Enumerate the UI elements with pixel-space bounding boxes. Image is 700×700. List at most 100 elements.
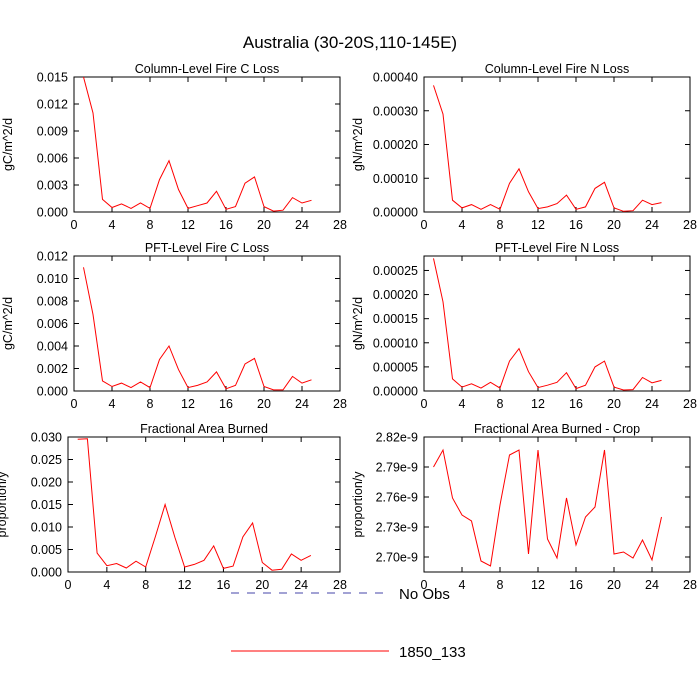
y-tick-label: 0.012 bbox=[37, 98, 68, 112]
x-tick-label: 12 bbox=[531, 397, 545, 411]
x-tick-label: 4 bbox=[103, 578, 110, 592]
x-tick-label: 0 bbox=[421, 218, 428, 232]
x-tick-label: 4 bbox=[109, 397, 116, 411]
x-tick-label: 28 bbox=[683, 578, 697, 592]
x-tick-label: 16 bbox=[216, 578, 230, 592]
x-tick-label: 0 bbox=[421, 578, 428, 592]
y-tick-label: 0.00030 bbox=[373, 104, 418, 118]
y-tick-label: 0.015 bbox=[37, 71, 68, 85]
y-tick-label: 2.70e-9 bbox=[376, 551, 418, 565]
y-tick-label: 0.00000 bbox=[373, 385, 418, 399]
chart-title: Column-Level Fire C Loss bbox=[135, 62, 280, 76]
x-tick-label: 20 bbox=[255, 578, 269, 592]
x-tick-label: 0 bbox=[71, 218, 78, 232]
x-tick-label: 8 bbox=[147, 397, 154, 411]
x-tick-label: 20 bbox=[607, 397, 621, 411]
y-tick-label: 0.006 bbox=[37, 317, 68, 331]
chart-title: Fractional Area Burned bbox=[140, 422, 268, 436]
y-tick-label: 2.73e-9 bbox=[376, 521, 418, 535]
x-tick-label: 0 bbox=[65, 578, 72, 592]
x-tick-label: 20 bbox=[257, 218, 271, 232]
x-tick-label: 24 bbox=[645, 218, 659, 232]
y-tick-label: 0.012 bbox=[37, 250, 68, 264]
x-tick-label: 16 bbox=[219, 397, 233, 411]
chart-panel-4: PFT-Level Fire N Loss gN/m^2/d 0 4 8 12 16 20 24… bbox=[351, 241, 697, 411]
x-tick-label: 16 bbox=[569, 578, 583, 592]
x-tick-label: 16 bbox=[219, 218, 233, 232]
x-tick-label: 4 bbox=[459, 397, 466, 411]
y-tick-label: 0.008 bbox=[37, 295, 68, 309]
y-tick-label: 0.00010 bbox=[373, 172, 418, 186]
x-tick-label: 8 bbox=[142, 578, 149, 592]
panels: Column-Level Fire C Loss gC/m^2/d 0 4 8 12 16 2… bbox=[0, 62, 697, 592]
series-line-1850_133 bbox=[433, 258, 662, 391]
x-tick-label: 24 bbox=[295, 218, 309, 232]
series-line-1850_133 bbox=[83, 76, 312, 212]
plot-frame bbox=[67, 436, 341, 573]
y-tick-label: 0.00005 bbox=[373, 360, 418, 374]
chart-title: PFT-Level Fire N Loss bbox=[495, 241, 619, 255]
y-tick-label: 0.009 bbox=[37, 125, 68, 139]
chart-panel-6: Fractional Area Burned - Crop proportion/… bbox=[351, 422, 697, 592]
y-tick-label: 0.005 bbox=[31, 543, 62, 557]
series-line-1850_133 bbox=[77, 438, 312, 571]
chart-title: Column-Level Fire N Loss bbox=[485, 62, 630, 76]
y-axis-label: proportion/y bbox=[0, 471, 9, 538]
series-line-1850_133 bbox=[83, 267, 312, 391]
y-tick-label: 0.020 bbox=[31, 476, 62, 490]
chart-panel-5: Fractional Area Burned proportion/y 0 4 8 12 1… bbox=[0, 422, 347, 592]
x-tick-label: 28 bbox=[333, 397, 347, 411]
y-axis-label: gC/m^2/d bbox=[1, 297, 15, 350]
x-tick-label: 0 bbox=[421, 397, 428, 411]
x-tick-label: 12 bbox=[181, 218, 195, 232]
y-tick-label: 0.000 bbox=[37, 385, 68, 399]
y-axis-label: gN/m^2/d bbox=[351, 297, 365, 350]
chart-panel-3: PFT-Level Fire C Loss gC/m^2/d 0 4 8 12 16 20 24… bbox=[1, 241, 347, 411]
x-tick-label: 0 bbox=[71, 397, 78, 411]
y-axis-label: gC/m^2/d bbox=[1, 118, 15, 171]
y-tick-label: 0.025 bbox=[31, 453, 62, 467]
series-line-1850_133 bbox=[433, 448, 662, 567]
x-tick-label: 8 bbox=[147, 218, 154, 232]
figure-title: Australia (30-20S,110-145E) bbox=[243, 33, 457, 52]
y-tick-label: 0.00020 bbox=[373, 288, 418, 302]
y-axis-label: gN/m^2/d bbox=[351, 118, 365, 171]
y-tick-label: 0.030 bbox=[31, 431, 62, 445]
chart-panel-1: Column-Level Fire C Loss gC/m^2/d 0 4 8 12 16 2… bbox=[1, 62, 347, 232]
y-tick-label: 0.010 bbox=[37, 272, 68, 286]
x-tick-label: 28 bbox=[683, 218, 697, 232]
x-tick-label: 4 bbox=[109, 218, 116, 232]
y-tick-label: 0.00010 bbox=[373, 336, 418, 350]
x-tick-label: 12 bbox=[181, 397, 195, 411]
chart-panel-2: Column-Level Fire N Loss gN/m^2/d 0 4 8 12 16 2… bbox=[351, 62, 697, 232]
x-tick-label: 24 bbox=[294, 578, 308, 592]
y-tick-label: 0.015 bbox=[31, 498, 62, 512]
legend: No Obs 1850_133 bbox=[231, 586, 466, 661]
x-tick-label: 8 bbox=[497, 218, 504, 232]
y-tick-label: 0.00015 bbox=[373, 312, 418, 326]
y-tick-label: 2.82e-9 bbox=[376, 431, 418, 445]
plot-frame bbox=[73, 76, 341, 213]
y-tick-label: 0.003 bbox=[37, 179, 68, 193]
plot-frame bbox=[73, 255, 341, 392]
y-tick-label: 0.000 bbox=[31, 566, 62, 580]
x-tick-label: 20 bbox=[607, 578, 621, 592]
x-tick-label: 16 bbox=[569, 397, 583, 411]
y-tick-label: 2.76e-9 bbox=[376, 491, 418, 505]
x-tick-label: 20 bbox=[257, 397, 271, 411]
y-tick-label: 0.000 bbox=[37, 206, 68, 220]
x-tick-label: 16 bbox=[569, 218, 583, 232]
x-tick-label: 28 bbox=[333, 578, 347, 592]
x-tick-label: 28 bbox=[683, 397, 697, 411]
x-tick-label: 12 bbox=[531, 578, 545, 592]
y-tick-label: 2.79e-9 bbox=[376, 461, 418, 475]
x-tick-label: 8 bbox=[497, 397, 504, 411]
y-tick-label: 0.00020 bbox=[373, 138, 418, 152]
x-tick-label: 12 bbox=[178, 578, 192, 592]
plot-frame bbox=[423, 436, 691, 573]
chart-title: PFT-Level Fire C Loss bbox=[145, 241, 269, 255]
plot-frame bbox=[423, 255, 691, 392]
y-tick-label: 0.006 bbox=[37, 152, 68, 166]
y-axis-label: proportion/y bbox=[351, 471, 365, 538]
